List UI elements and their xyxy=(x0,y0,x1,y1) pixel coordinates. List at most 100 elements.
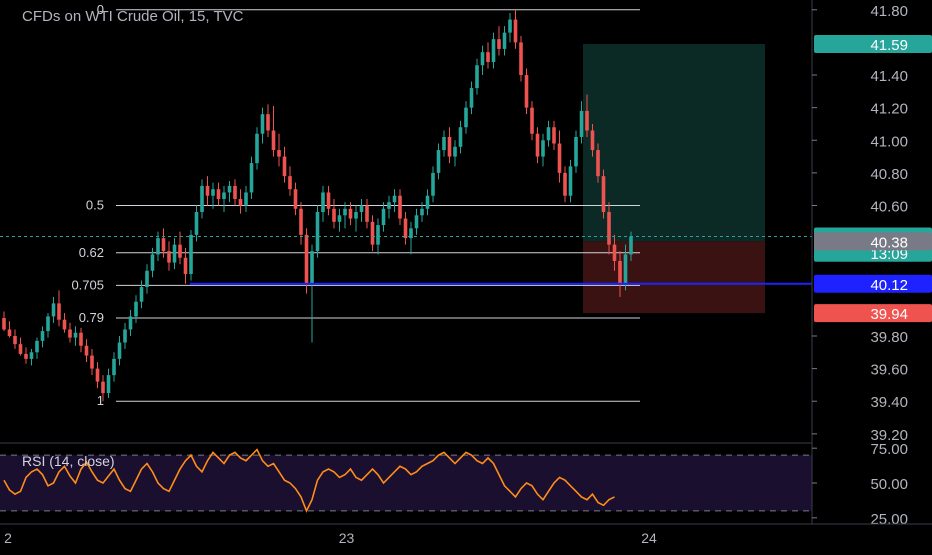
candle-body xyxy=(68,329,72,338)
candle-body xyxy=(101,381,105,394)
candle-body xyxy=(145,270,149,288)
candle-body xyxy=(227,185,232,193)
candle-body xyxy=(194,212,199,235)
rsi-tick-label: 50.00 xyxy=(870,476,908,493)
candle-body xyxy=(574,137,578,167)
candle-body xyxy=(535,133,540,157)
candle-body xyxy=(205,185,210,196)
candle-body xyxy=(139,287,144,302)
price-tick-label: 41.00 xyxy=(870,133,908,150)
time-tick-label: 24 xyxy=(641,530,657,546)
candle-body xyxy=(299,208,303,235)
candle-body xyxy=(486,52,490,62)
candle-body xyxy=(40,331,45,341)
candle-body xyxy=(222,192,226,199)
candle-body xyxy=(541,140,545,157)
candle-body xyxy=(95,368,100,382)
candle-body xyxy=(480,52,485,66)
rsi-line[interactable] xyxy=(3,448,615,513)
candle-body xyxy=(464,107,468,128)
candle-body xyxy=(79,332,83,346)
candle-body xyxy=(387,202,391,209)
candle-body xyxy=(343,208,347,216)
candle-body xyxy=(178,244,182,258)
candle-body xyxy=(376,225,380,245)
candle-body xyxy=(629,236,633,255)
candle-body xyxy=(546,127,551,141)
fib-label: 0 xyxy=(97,2,104,17)
candle-body xyxy=(189,234,193,275)
price-tag-label: 40.38 xyxy=(870,234,908,251)
candle-body xyxy=(519,42,523,76)
price-tick-label: 40.80 xyxy=(870,166,908,183)
candle-body xyxy=(128,316,133,330)
candle-body xyxy=(266,114,270,131)
candle-body xyxy=(563,172,567,196)
candle-body xyxy=(260,114,265,134)
candle-body xyxy=(238,198,243,206)
rsi-label: RSI (14, close) xyxy=(22,453,115,469)
candle-body xyxy=(337,215,342,222)
candle-body xyxy=(29,352,34,359)
candle-body xyxy=(7,329,12,336)
time-tick-label: 23 xyxy=(339,530,355,546)
fib-label: 1 xyxy=(97,393,104,408)
price-tag[interactable] xyxy=(814,232,932,251)
candle-body xyxy=(458,127,463,147)
target-zone[interactable] xyxy=(583,44,765,242)
candle-body xyxy=(18,344,23,354)
candle-body xyxy=(381,208,386,226)
candle-body xyxy=(167,251,171,263)
candle-body xyxy=(354,212,358,219)
candle-body xyxy=(365,205,369,222)
candle-body xyxy=(106,375,111,394)
price-tag[interactable] xyxy=(814,274,932,293)
candle-body xyxy=(134,301,138,317)
price-tick-label: 39.20 xyxy=(870,427,908,444)
candle-body xyxy=(585,110,589,131)
candle-body xyxy=(618,260,622,284)
candle-body xyxy=(211,189,215,196)
candle-body xyxy=(370,221,375,245)
rsi-tick-label: 75.00 xyxy=(870,441,908,458)
candle-body xyxy=(475,65,479,89)
candle-body xyxy=(623,254,628,284)
candle-body xyxy=(442,137,446,151)
candle-body xyxy=(403,218,408,239)
candle-body xyxy=(288,176,292,190)
candle-body xyxy=(359,205,364,213)
candle-body xyxy=(420,208,424,216)
candle-body xyxy=(112,358,116,376)
candle-body xyxy=(150,254,155,271)
candle-body xyxy=(172,244,177,263)
candle-body xyxy=(2,318,6,330)
price-tag[interactable] xyxy=(814,304,932,323)
candle-body xyxy=(469,88,474,108)
candle-body xyxy=(57,303,61,320)
candle-body xyxy=(24,353,28,359)
stop-zone[interactable] xyxy=(583,241,765,314)
candle-body xyxy=(271,130,276,151)
price-tick-label: 39.40 xyxy=(870,394,908,411)
candle-body xyxy=(596,150,600,177)
candle-body xyxy=(508,19,512,33)
price-tick-label: 40.60 xyxy=(870,199,908,216)
candle-body xyxy=(348,208,353,219)
candle-body xyxy=(431,172,435,196)
candle-body xyxy=(491,39,496,62)
price-tag[interactable] xyxy=(814,35,932,54)
candle-body xyxy=(612,244,617,261)
candle-body xyxy=(90,355,94,369)
price-tick-label: 39.80 xyxy=(870,329,908,346)
candle-body xyxy=(436,150,441,173)
candle-body xyxy=(62,319,67,330)
candle-body xyxy=(161,238,166,252)
candle-body xyxy=(392,195,397,203)
candle-body xyxy=(73,332,78,338)
candle-body xyxy=(453,146,457,157)
candle-body xyxy=(244,192,248,206)
candle-body xyxy=(51,303,56,317)
candle-body xyxy=(249,163,254,193)
